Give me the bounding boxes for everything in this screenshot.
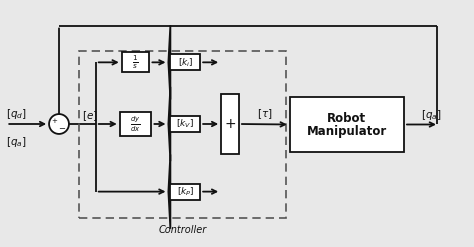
Text: $[e]$: $[e]$ bbox=[82, 109, 98, 123]
Text: $\frac{1}{s}$: $\frac{1}{s}$ bbox=[132, 54, 139, 71]
Text: −: − bbox=[58, 124, 65, 133]
Bar bbox=[290, 97, 404, 152]
Text: Robot: Robot bbox=[328, 112, 366, 125]
Text: $[q_d]$: $[q_d]$ bbox=[6, 107, 27, 121]
Text: Manipulator: Manipulator bbox=[307, 125, 387, 138]
Text: +: + bbox=[52, 118, 57, 124]
Text: Controller: Controller bbox=[158, 226, 207, 235]
Text: $[q_a]$: $[q_a]$ bbox=[420, 107, 441, 122]
Bar bbox=[221, 94, 239, 154]
Text: $[\tau]$: $[\tau]$ bbox=[256, 107, 272, 121]
Bar bbox=[170, 54, 200, 70]
Bar bbox=[170, 184, 200, 200]
Bar bbox=[79, 51, 286, 218]
Text: $[k_V]$: $[k_V]$ bbox=[176, 118, 194, 130]
Circle shape bbox=[49, 114, 69, 134]
Text: $[q_a]$: $[q_a]$ bbox=[6, 135, 27, 149]
Bar bbox=[119, 112, 152, 136]
Text: $\frac{dy}{dx}$: $\frac{dy}{dx}$ bbox=[130, 114, 141, 134]
Bar bbox=[122, 52, 149, 72]
Text: +: + bbox=[224, 117, 236, 131]
Bar bbox=[170, 116, 200, 132]
Text: $[k_i]$: $[k_i]$ bbox=[178, 56, 193, 69]
Text: $[k_P]$: $[k_P]$ bbox=[176, 185, 194, 198]
